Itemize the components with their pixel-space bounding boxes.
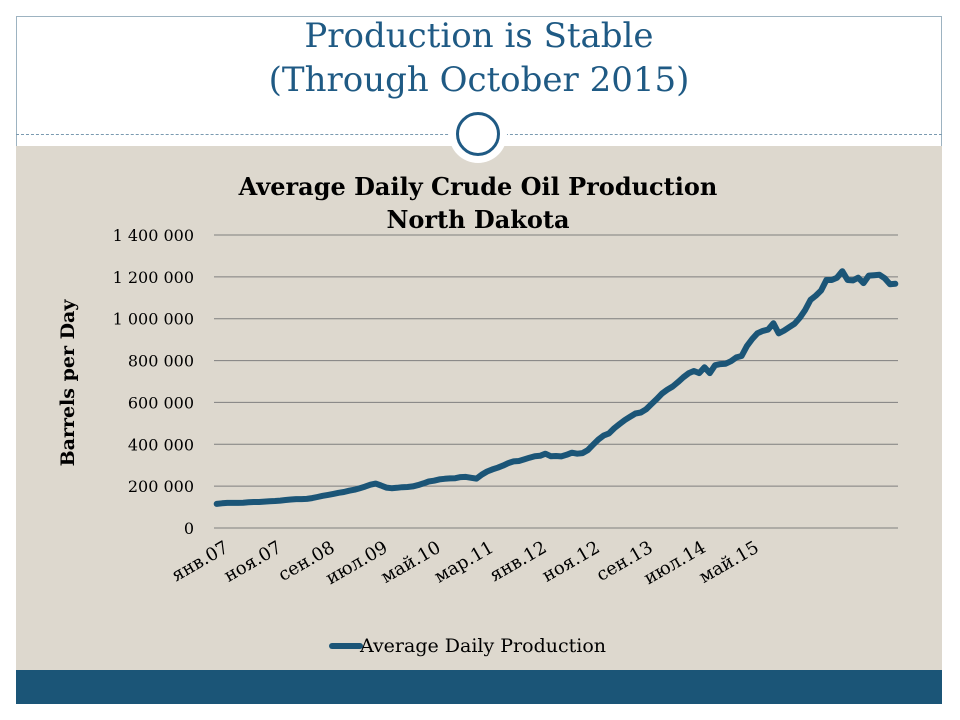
y-tick-labels: 0 200 000 400 000 600 000 800 000 1 000 000 1 … [113, 226, 194, 538]
slide-title-line-1: Production is Stable [304, 16, 654, 56]
chart-title-line-1: Average Daily Crude Oil Production [238, 172, 718, 201]
x-tick-label: июл.14 [640, 537, 709, 589]
x-tick-labels: янв.07ноя.07сен.08июл.09май.10мар.11янв.… [168, 537, 763, 589]
y-tick-label: 200 000 [128, 477, 194, 496]
x-tick-label: ноя.07 [220, 537, 285, 587]
y-tick-label: 600 000 [128, 393, 194, 412]
x-tick-label: май.10 [377, 537, 444, 588]
y-tick-label: 800 000 [128, 352, 194, 371]
y-tick-label: 1 400 000 [113, 226, 194, 245]
footer-bar [16, 670, 942, 704]
y-axis-label: Barrels per Day [57, 299, 79, 467]
y-tick-label: 1 200 000 [113, 268, 194, 287]
x-tick-label: июл.09 [322, 537, 391, 589]
ring-icon [456, 112, 500, 156]
x-tick-label: май.15 [695, 537, 762, 588]
slide-title-line-2: (Through October 2015) [268, 60, 690, 100]
legend-label: Average Daily Production [359, 635, 606, 657]
series-line [213, 268, 899, 507]
y-tick-label: 400 000 [128, 435, 194, 454]
y-tick-label: 0 [184, 519, 194, 538]
content-area [16, 146, 942, 670]
y-tick-label: 1 000 000 [113, 310, 194, 329]
legend: Average Daily Production [329, 635, 606, 657]
x-tick-label: ноя.12 [539, 537, 604, 587]
slide-title: Production is Stable (Through October 20… [16, 14, 942, 136]
x-tick-label: янв.12 [486, 537, 550, 586]
x-tick-label: мар.11 [431, 537, 498, 588]
x-tick-label: янв.07 [168, 537, 232, 586]
chart-title-line-2: North Dakota [386, 205, 569, 234]
gridlines [214, 234, 898, 487]
